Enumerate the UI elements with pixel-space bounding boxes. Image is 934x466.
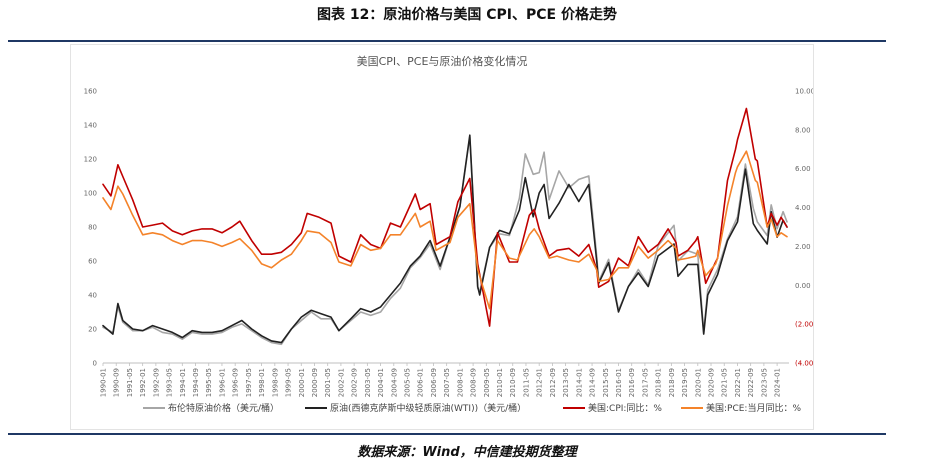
x-axis-tick-label: 2007-05 xyxy=(443,368,451,397)
x-axis-tick-label: 2018-01 xyxy=(655,368,663,397)
x-axis-tick-label: 1990-09 xyxy=(113,368,121,397)
x-axis-tick-label: 2001-05 xyxy=(324,368,332,397)
x-axis-tick-label: 2006-09 xyxy=(430,368,438,397)
x-axis-tick-label: 2000-09 xyxy=(311,368,319,397)
x-axis-tick-label: 2004-01 xyxy=(377,368,385,397)
x-axis-tick-label: 1990-01 xyxy=(100,368,108,397)
top-divider xyxy=(8,40,886,42)
legend-entry-2: 原油(西德克萨斯中级轻质原油(WTI))（美元/桶） xyxy=(330,402,526,414)
left-axis-tick-label: 100 xyxy=(84,190,97,198)
left-axis-tick-label: 40 xyxy=(88,292,97,300)
x-axis-tick-label: 2014-01 xyxy=(575,368,583,397)
legend-entry-4: 美国:PCE:当月同比：% xyxy=(706,402,801,414)
right-axis-tick-label: (2.00) xyxy=(795,321,813,329)
x-axis-tick-label: 2006-01 xyxy=(417,368,425,397)
x-axis-tick-label: 2024-01 xyxy=(774,368,782,397)
series-layer xyxy=(102,107,788,346)
x-axis-tick-label: 2020-01 xyxy=(694,368,702,397)
chart-title: 美国CPI、PCE与原油价格变化情况 xyxy=(357,54,528,68)
series-line-3 xyxy=(102,107,788,327)
x-axis-tick-label: 1997-05 xyxy=(245,368,253,397)
x-axis-tick-label: 2010-09 xyxy=(509,368,517,397)
right-axis-tick-label: (4.00) xyxy=(795,360,813,368)
x-axis-tick-label: 2003-05 xyxy=(364,368,372,397)
report-title: 图表 12：原油价格与美国 CPI、PCE 价格走势 xyxy=(317,7,617,23)
x-axis-tick-label: 2008-09 xyxy=(470,368,478,397)
data-source-note: 数据来源：Wind，中信建投期货整理 xyxy=(357,445,577,460)
left-axis-tick-label: 20 xyxy=(88,326,97,334)
right-axis-tick-label: 8.00 xyxy=(795,126,811,134)
right-axis-tick-label: 10.00 xyxy=(795,88,813,96)
x-axis-tick-label: 2010-01 xyxy=(496,368,504,397)
series-line-4 xyxy=(102,150,788,310)
x-axis-tick-label: 1993-05 xyxy=(166,368,174,397)
x-axis-tick-label: 2022-09 xyxy=(747,368,755,397)
x-axis-tick-label: 2019-05 xyxy=(681,368,689,397)
x-axis-tick-label: 2013-05 xyxy=(562,368,570,397)
x-axis: 1990-01 1990-09 1991-05 1992-01 1992-09 1993-… xyxy=(100,362,789,397)
left-axis: 0 20 40 60 80 100 120 140 160 xyxy=(84,88,97,368)
x-axis-tick-label: 1992-01 xyxy=(139,368,147,397)
x-axis-tick-label: 2005-05 xyxy=(404,368,412,397)
x-axis-tick-label: 1998-01 xyxy=(258,368,266,397)
x-axis-tick-label: 2012-01 xyxy=(536,368,544,397)
x-axis-tick-label: 2000-01 xyxy=(298,368,306,397)
legend-entry-3: 美国:CPI:同比：% xyxy=(588,402,662,414)
legend-entry-1: 布伦特原油价格（美元/桶） xyxy=(168,402,279,414)
x-axis-tick-label: 2008-01 xyxy=(456,368,464,397)
x-axis-tick-label: 2017-05 xyxy=(641,368,649,397)
x-axis-tick-label: 1999-05 xyxy=(285,368,293,397)
x-axis-tick-label: 1994-09 xyxy=(192,368,200,397)
x-axis-tick-label: 2012-09 xyxy=(549,368,557,397)
line-chart: 美国CPI、PCE与原油价格变化情况 0 20 40 60 80 100 120 140 160… xyxy=(84,54,813,414)
x-axis-tick-label: 2016-01 xyxy=(615,368,623,397)
left-axis-tick-label: 60 xyxy=(88,258,97,266)
x-axis-tick-label: 2023-05 xyxy=(760,368,768,397)
x-axis-tick-label: 2016-09 xyxy=(628,368,636,397)
x-axis-tick-label: 2004-09 xyxy=(390,368,398,397)
legend: 布伦特原油价格（美元/桶） 原油(西德克萨斯中级轻质原油(WTI))（美元/桶） 美… xyxy=(143,402,801,414)
x-axis-tick-label: 1996-01 xyxy=(218,368,226,397)
x-axis-tick-label: 2020-09 xyxy=(708,368,716,397)
x-axis-tick-label: 2018-09 xyxy=(668,368,676,397)
left-axis-tick-label: 80 xyxy=(88,224,97,232)
x-axis-tick-label: 2021-05 xyxy=(721,368,729,397)
right-axis-tick-label: 0.00 xyxy=(795,282,811,290)
right-axis: (4.00) (2.00) 0.00 2.00 4.00 6.00 8.00 10.00 xyxy=(795,88,813,368)
left-axis-tick-label: 0 xyxy=(93,360,97,368)
x-axis-tick-label: 2009-05 xyxy=(483,368,491,397)
bottom-divider xyxy=(8,433,886,435)
x-axis-tick-label: 1998-09 xyxy=(271,368,279,397)
series-line-2 xyxy=(102,134,788,344)
x-axis-tick-label: 1992-09 xyxy=(152,368,160,397)
right-axis-tick-label: 4.00 xyxy=(795,204,811,212)
right-axis-tick-label: 6.00 xyxy=(795,165,811,173)
left-axis-tick-label: 140 xyxy=(84,122,97,130)
x-axis-tick-label: 1995-05 xyxy=(205,368,213,397)
x-axis-tick-label: 1994-01 xyxy=(179,368,187,397)
x-axis-tick-label: 2022-01 xyxy=(734,368,742,397)
x-axis-tick-label: 2014-09 xyxy=(589,368,597,397)
left-axis-tick-label: 120 xyxy=(84,156,97,164)
x-axis-tick-label: 2002-09 xyxy=(351,368,359,397)
x-axis-tick-label: 2015-05 xyxy=(602,368,610,397)
x-axis-tick-label: 1996-09 xyxy=(232,368,240,397)
chart-container: 美国CPI、PCE与原油价格变化情况 0 20 40 60 80 100 120 140 160… xyxy=(70,44,814,430)
x-axis-tick-label: 2002-01 xyxy=(337,368,345,397)
left-axis-tick-label: 160 xyxy=(84,88,97,96)
x-axis-tick-label: 2011-05 xyxy=(522,368,530,397)
right-axis-tick-label: 2.00 xyxy=(795,243,811,251)
x-axis-tick-label: 1991-05 xyxy=(126,368,134,397)
